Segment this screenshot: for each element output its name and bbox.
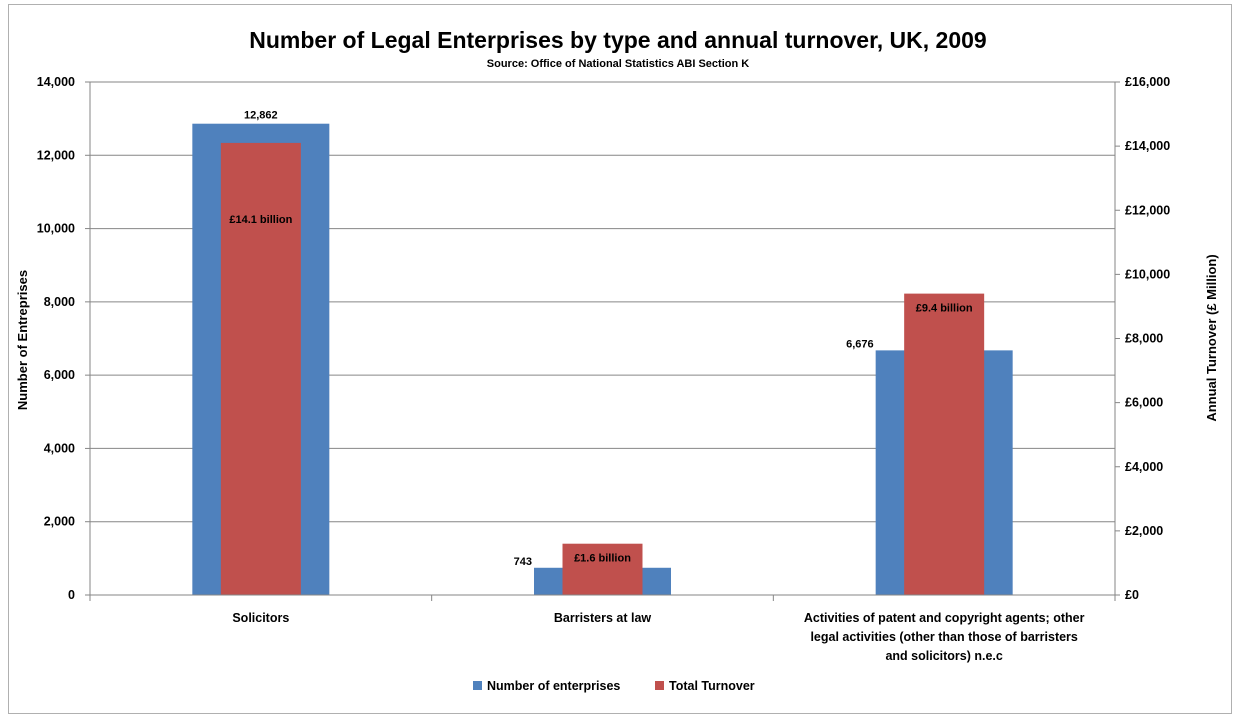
data-label-turnover: £9.4 billion: [916, 303, 973, 315]
x-category-label: legal activities (other than those of ba…: [810, 630, 1077, 644]
bar-turnover: [562, 543, 643, 595]
y-left-tick-label: 6,000: [44, 368, 75, 382]
legend-swatch: [473, 681, 482, 690]
y-left-tick-label: 14,000: [37, 75, 75, 89]
y-right-tick-label: £8,000: [1125, 332, 1163, 346]
y-left-tick-label: 10,000: [37, 222, 75, 236]
bar-turnover: [220, 142, 301, 595]
y-right-tick-label: £6,000: [1125, 396, 1163, 410]
data-label-turnover: £14.1 billion: [229, 214, 292, 226]
y-right-tick-label: £12,000: [1125, 203, 1170, 217]
data-label-enterprises: 12,862: [244, 110, 278, 122]
bars: 12,862 £14.1 billion 743 £1.6 billion 6,676 £…: [192, 110, 1013, 595]
legend-swatch: [655, 681, 664, 690]
y-right-tick-label: £2,000: [1125, 524, 1163, 538]
bar-turnover: [904, 293, 985, 595]
y-left-tick-label: 0: [68, 588, 75, 602]
y-right-tick-label: £16,000: [1125, 75, 1170, 89]
y-right-tick-label: £10,000: [1125, 267, 1170, 281]
data-label-enterprises: 743: [514, 556, 532, 568]
y-left-tick-label: 4,000: [44, 441, 75, 455]
x-category-label: Activities of patent and copyright agent…: [804, 611, 1085, 625]
axes: 0 2,000 4,000 6,000 8,000 10,000 12,000 14,000 £…: [37, 75, 1170, 663]
legend-label: Total Turnover: [669, 679, 755, 693]
y-left-tick-label: 2,000: [44, 515, 75, 529]
y-left-tick-label: 8,000: [44, 295, 75, 309]
y-left-tick-label: 12,000: [37, 148, 75, 162]
x-category-label: Solicitors: [232, 611, 289, 625]
y-right-tick-label: £14,000: [1125, 139, 1170, 153]
chart-subtitle: Source: Office of National Statistics AB…: [487, 58, 749, 70]
legend: Number of enterprises Total Turnover: [473, 679, 755, 693]
x-category-label: and solicitors) n.e.c: [885, 649, 1002, 663]
y-axis-left-title: Number of Entreprises: [15, 270, 30, 410]
chart-title: Number of Legal Enterprises by type and …: [249, 27, 986, 53]
legend-label: Number of enterprises: [487, 679, 620, 693]
x-category-label: Barristers at law: [554, 611, 652, 625]
y-right-tick-label: £4,000: [1125, 460, 1163, 474]
data-label-turnover: £1.6 billion: [574, 553, 631, 565]
y-axis-right-title: Annual Turnover (£ Million): [1204, 254, 1219, 421]
data-label-enterprises: 6,676: [846, 338, 874, 350]
y-right-tick-label: £0: [1125, 588, 1139, 602]
